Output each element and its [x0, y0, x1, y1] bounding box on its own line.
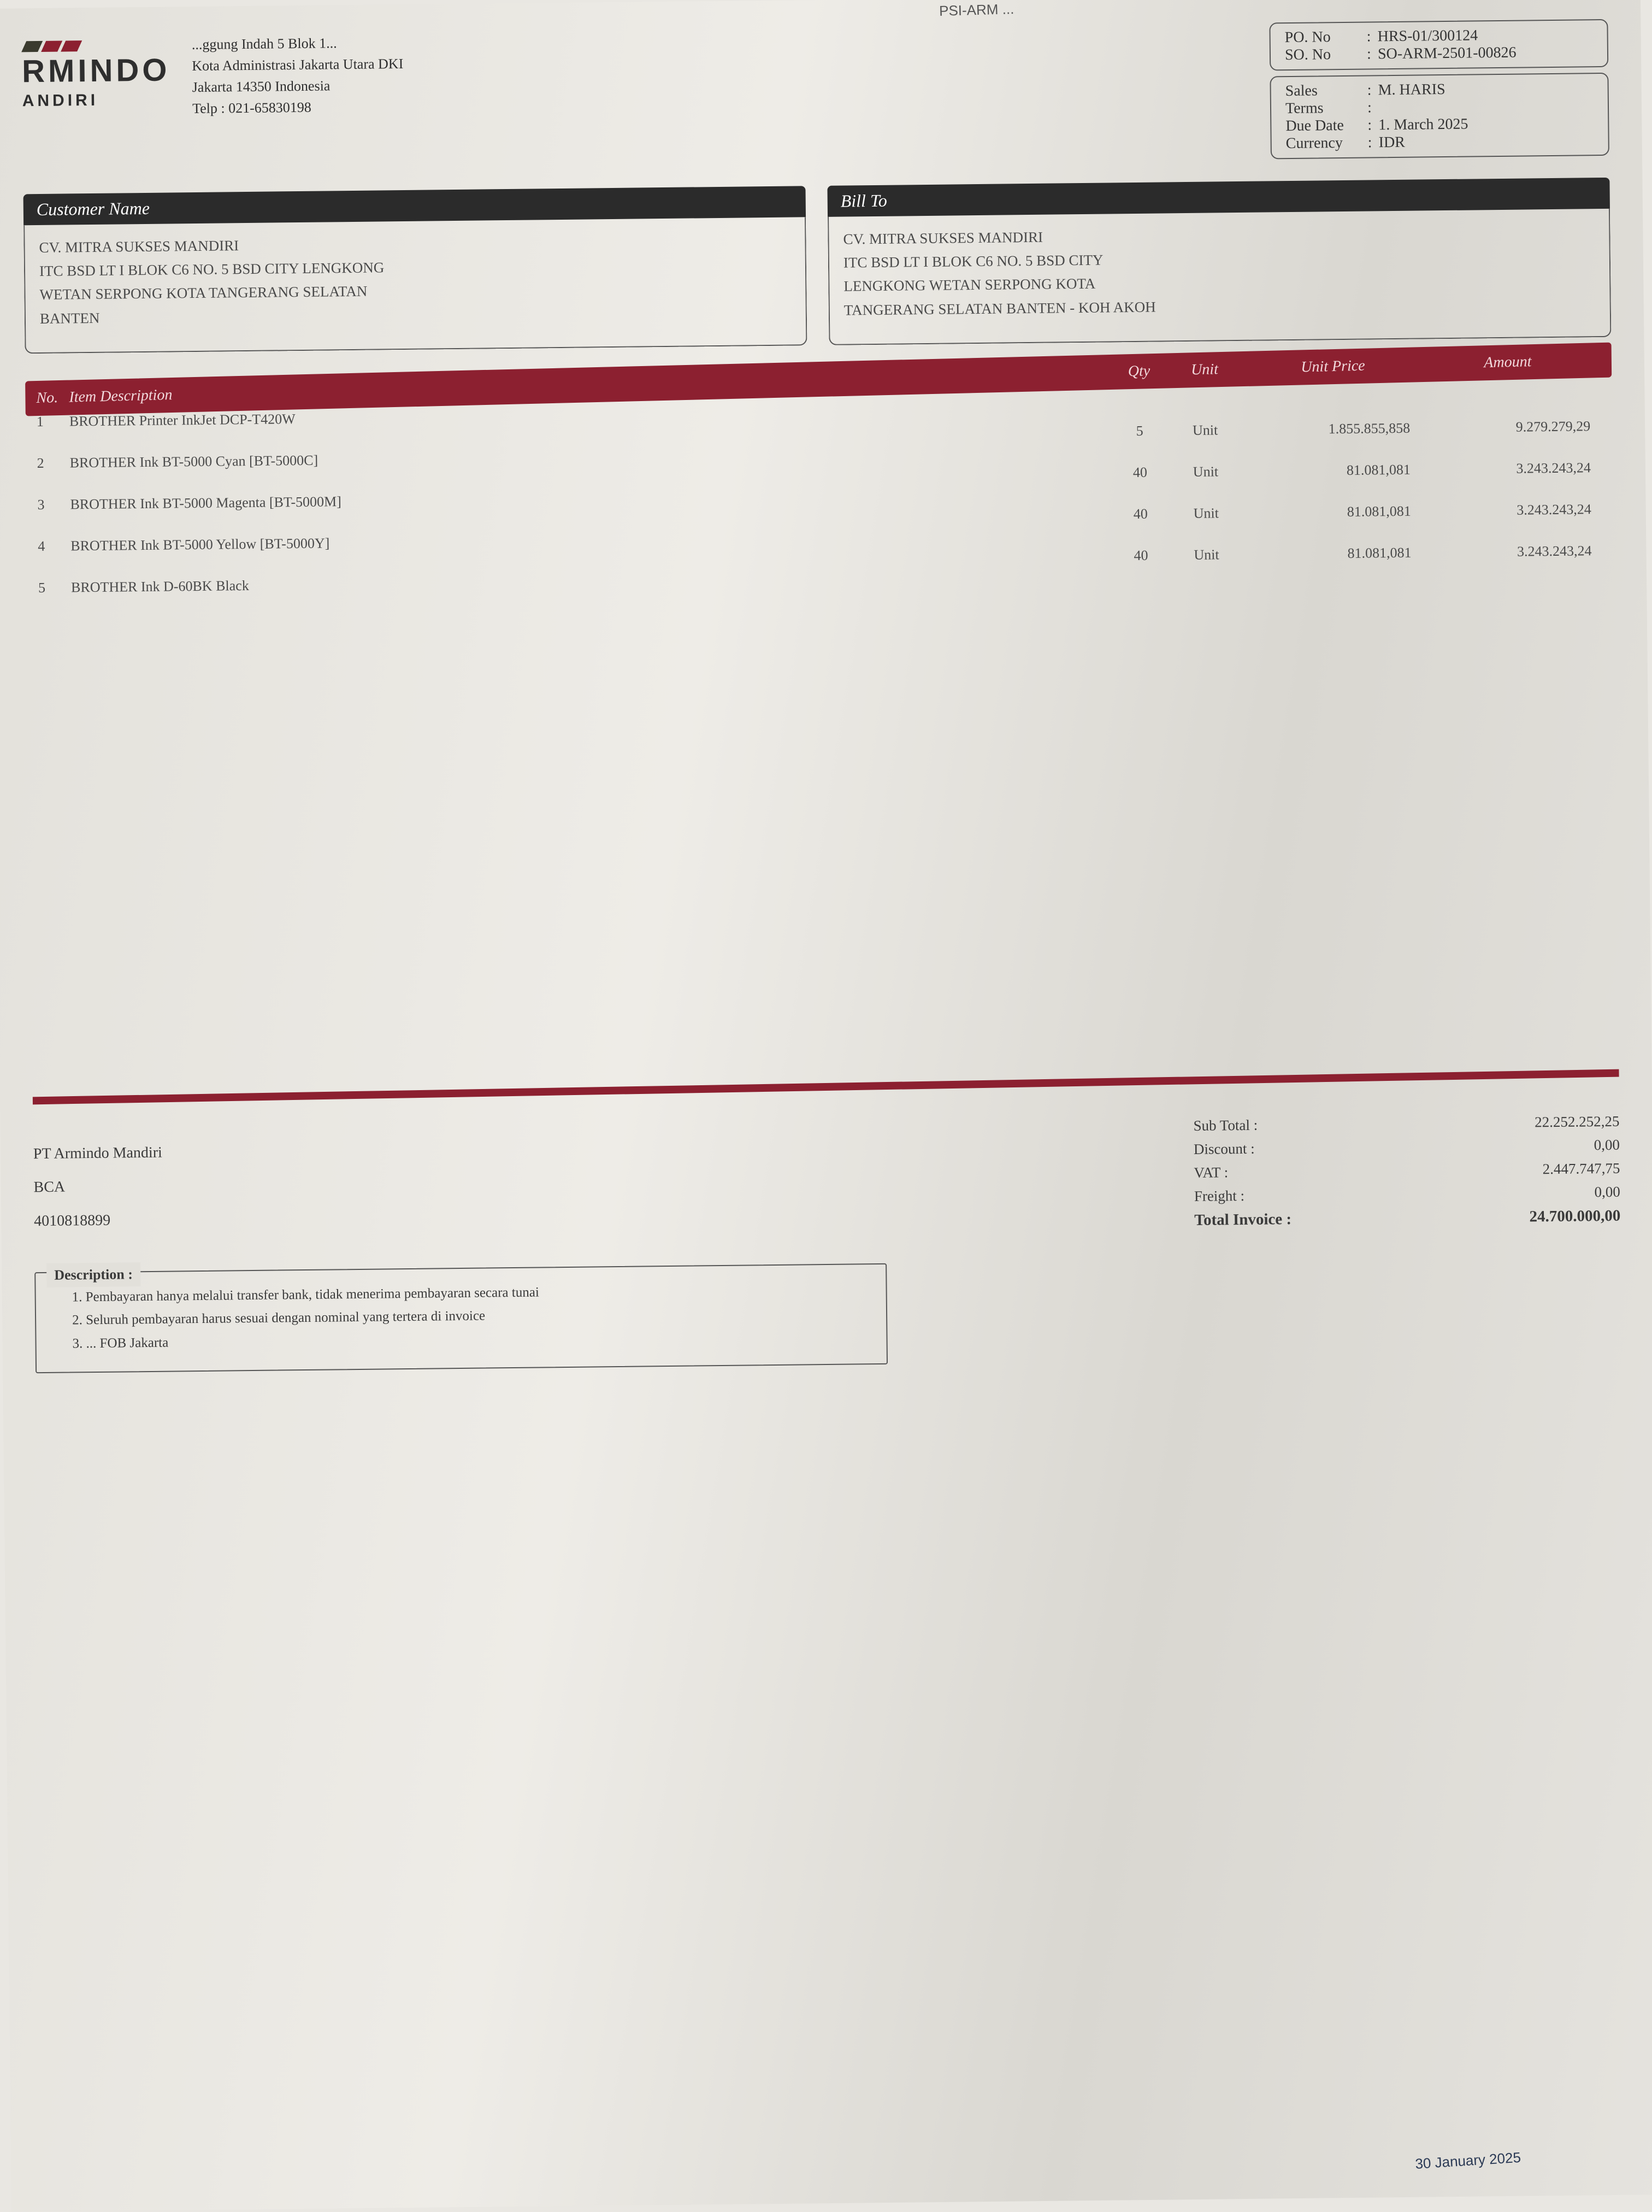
bill-to-block: Bill To CV. MITRA SUKSES MANDIRI ITC BSD… [827, 178, 1611, 345]
po-number-value: HRS-01/300124 [1377, 27, 1478, 45]
description-terms-box: Description : 1. Pembayaran hanya melalu… [34, 1263, 888, 1374]
bank-account-number: 4010818899 [34, 1203, 163, 1238]
po-so-box: PO. No : HRS-01/300124 SO. No : SO-ARM-2… [1269, 19, 1608, 70]
due-date-value: 1. March 2025 [1378, 116, 1468, 134]
customer-bill-section: Customer Name CV. MITRA SUKSES MANDIRI I… [23, 178, 1612, 354]
currency-value: IDR [1379, 134, 1406, 152]
sales-terms-box: Sales : M. HARIS Terms : Due Date : 1. M… [1270, 73, 1609, 159]
invoice-meta: PO. No : HRS-01/300124 SO. No : SO-ARM-2… [1269, 19, 1609, 164]
signature-date: 30 January 2025 [1415, 2149, 1521, 2173]
items-table: No. Item Description Qty Unit Unit Price… [25, 354, 1614, 599]
table-body: 1 BROTHER Printer InkJet DCP-T420W 5 Uni… [26, 389, 1614, 599]
customer-address-box: CV. MITRA SUKSES MANDIRI ITC BSD LT I BL… [23, 217, 807, 354]
bottom-summary-section: PT Armindo Mandiri BCA 4010818899 Sub To… [33, 1110, 1620, 1245]
bill-to-address-box: CV. MITRA SUKSES MANDIRI ITC BSD LT I BL… [828, 209, 1611, 345]
so-number-value: SO-ARM-2501-00826 [1378, 44, 1517, 63]
logo-deco-shape [21, 41, 43, 52]
logo-deco-shape [61, 40, 82, 51]
company-address: ...ggung Indah 5 Blok 1... Kota Administ… [192, 17, 1270, 119]
totals-block: Sub Total : 22.252.252,25 Discount : 0,0… [1193, 1110, 1620, 1233]
bank-info-block: PT Armindo Mandiri BCA 4010818899 [33, 1136, 163, 1244]
section-divider [33, 1069, 1619, 1104]
total-invoice-row: Total Invoice : 24.700.000,00 [1194, 1204, 1620, 1233]
company-name-sub: ANDIRI [22, 90, 171, 110]
header-section: RMINDO ANDIRI ...ggung Indah 5 Blok 1...… [21, 14, 1609, 178]
sales-value: M. HARIS [1378, 81, 1446, 99]
customer-name-block: Customer Name CV. MITRA SUKSES MANDIRI I… [23, 186, 807, 354]
handwritten-note: PSI-ARM ... [939, 1, 1014, 20]
logo-deco-shape [41, 41, 62, 52]
company-name-main: RMINDO [22, 51, 170, 90]
company-logo: RMINDO ANDIRI [21, 28, 170, 110]
invoice-document: PSI-ARM ... RMINDO ANDIRI ...ggung Indah… [0, 0, 1652, 2212]
